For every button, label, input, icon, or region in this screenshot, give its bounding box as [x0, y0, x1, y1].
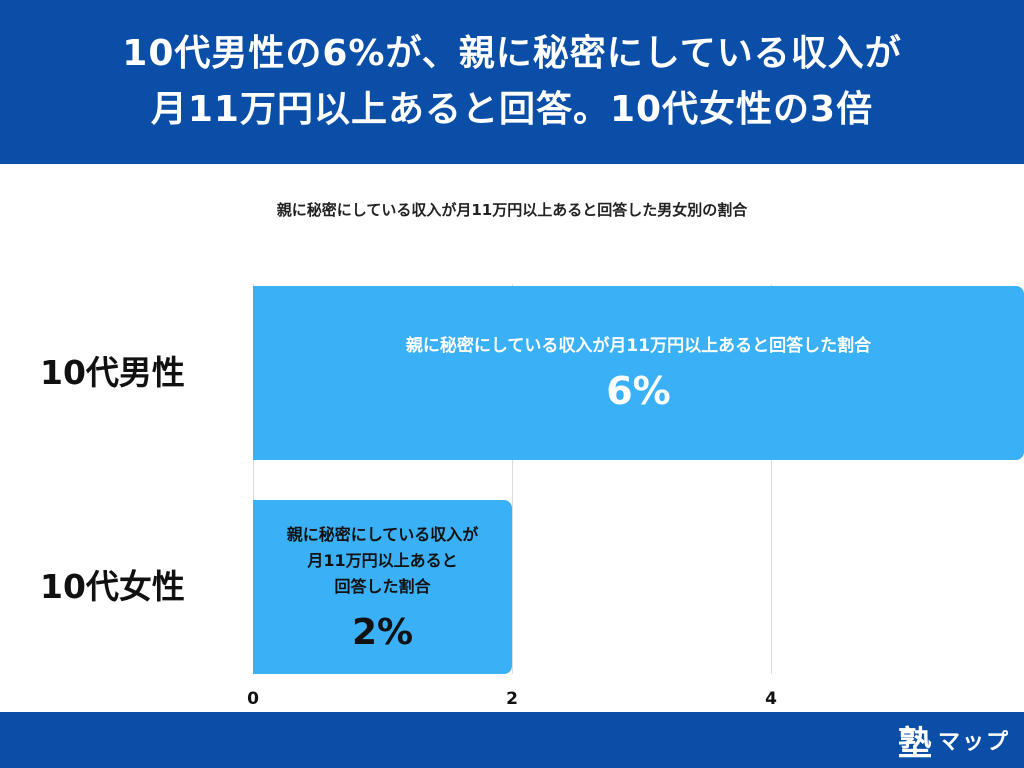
logo-kana: マップ	[937, 730, 1010, 755]
bar-male: 親に秘密にしている収入が月11万円以上あると回答した割合 6%	[253, 286, 1024, 460]
bar-female: 親に秘密にしている収入が 月11万円以上あると 回答した割合 2%	[253, 500, 512, 674]
bar-label-female: 親に秘密にしている収入が 月11万円以上あると 回答した割合	[286, 524, 479, 596]
category-label-male: 10代男性	[40, 353, 185, 392]
brand-logo[interactable]: 塾 マップ	[898, 712, 1010, 768]
chart-title: 親に秘密にしている収入が月11万円以上あると回答した男女別の割合	[276, 201, 748, 219]
gridline-2	[512, 284, 513, 674]
header-banner: 10代男性の6%が、親に秘密にしている収入が 月11万円以上あると回答。10代女…	[0, 0, 1024, 164]
logo-kanji: 塾	[897, 723, 932, 764]
bar-value-male: 6%	[606, 369, 671, 413]
x-tick-4: 4	[765, 689, 777, 709]
bar-label-male: 親に秘密にしている収入が月11万円以上あると回答した割合	[405, 336, 872, 356]
x-tick-0: 0	[247, 689, 259, 709]
page-title: 10代男性の6%が、親に秘密にしている収入が 月11万円以上あると回答。10代女…	[122, 33, 902, 130]
gridline-4	[771, 284, 772, 674]
footer-banner: 塾 マップ	[0, 712, 1024, 768]
gridline-0	[253, 284, 254, 674]
bar-value-female: 2%	[351, 611, 414, 653]
x-tick-2: 2	[506, 689, 518, 709]
category-label-female: 10代女性	[40, 567, 185, 606]
